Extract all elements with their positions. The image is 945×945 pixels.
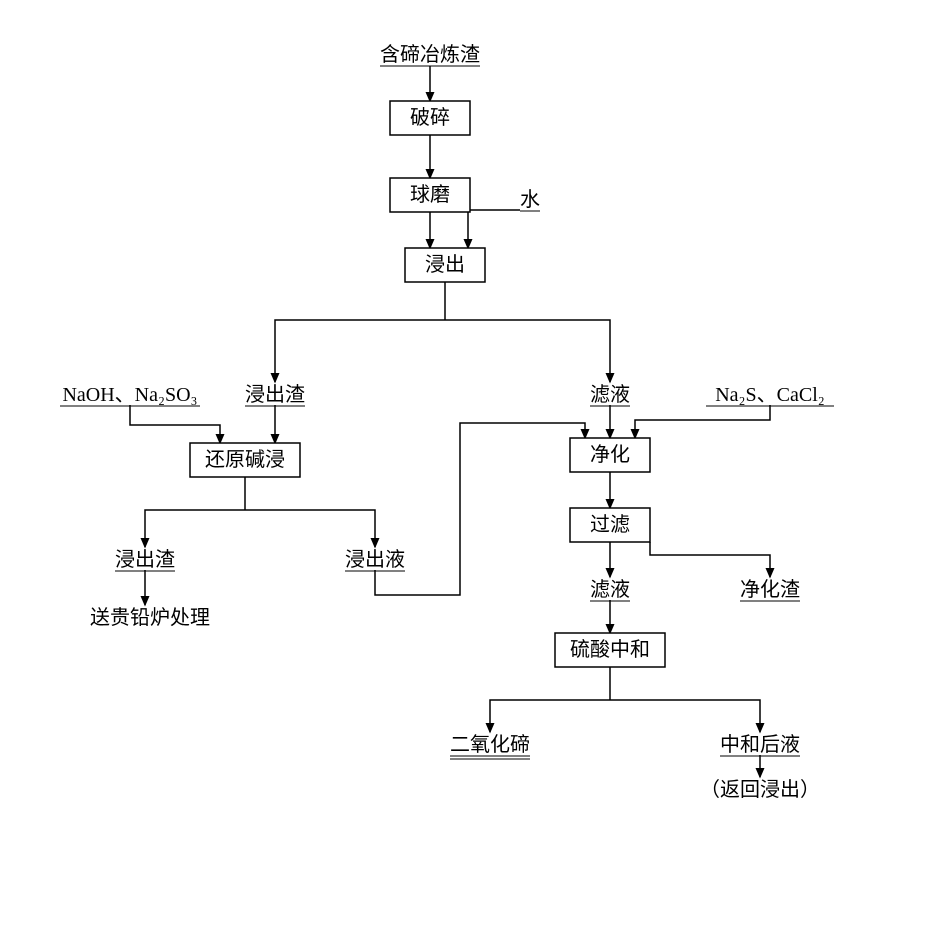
edge-split3-teo2: [490, 700, 610, 732]
edge-split2-leach_res2: [145, 510, 245, 547]
node-group-teo2: 二氧化碲: [450, 733, 530, 759]
node-group-send_pb: 送贵铅炉处理: [90, 606, 210, 629]
edge-filter-pur_residue: [650, 542, 770, 577]
node-neut_liq: 中和后液: [720, 733, 800, 756]
node-group-leach_residue: 浸出渣: [245, 383, 305, 406]
node-purify: 净化: [590, 443, 630, 466]
edge-split1-leach_residue: [275, 320, 445, 382]
node-teo2: 二氧化碲: [450, 733, 530, 756]
node-group-crush: 破碎: [390, 101, 470, 135]
node-group-leach_res2: 浸出渣: [115, 548, 175, 571]
node-group-pur_residue: 净化渣: [740, 578, 800, 601]
edge-split3-neut_liq: [610, 700, 760, 732]
node-group-return: （返回浸出）: [700, 778, 820, 801]
node-group-leach: 浸出: [405, 248, 485, 282]
edge-leach_liq-purify: [375, 423, 585, 595]
flowchart-diagram: 含碲冶炼渣破碎球磨水浸出NaOH、Na₂SO₃浸出渣滤液Na₂S、CaCl₂还原…: [0, 0, 945, 945]
node-group-alk_leach: 还原碱浸: [190, 443, 300, 477]
node-h2so4: 硫酸中和: [570, 638, 650, 661]
edge-naoh-alk_leach: [130, 405, 220, 443]
node-group-na2s: Na₂S、CaCl₂: [706, 384, 834, 406]
node-group-filtrate1: 滤液: [590, 383, 630, 406]
node-start: 含碲冶炼渣: [380, 43, 480, 66]
node-filtrate2: 滤液: [590, 578, 630, 601]
node-group-water: 水: [520, 188, 540, 211]
node-group-h2so4: 硫酸中和: [555, 633, 665, 667]
node-pur_residue: 净化渣: [740, 578, 800, 601]
node-filter: 过滤: [590, 513, 630, 536]
node-na2s: Na₂S、CaCl₂: [715, 384, 825, 406]
node-naoh: NaOH、Na₂SO₃: [62, 384, 197, 406]
edge-water-leach: [468, 210, 520, 248]
node-group-ballmill: 球磨: [390, 178, 470, 212]
node-group-purify: 净化: [570, 438, 650, 472]
node-group-start: 含碲冶炼渣: [380, 43, 480, 66]
node-filtrate1: 滤液: [590, 383, 630, 406]
node-leach: 浸出: [425, 253, 465, 276]
node-group-leach_liq: 浸出液: [345, 548, 405, 571]
edge-na2s-purify: [635, 405, 770, 438]
node-return: （返回浸出）: [700, 778, 820, 801]
node-water: 水: [520, 188, 540, 211]
node-leach_residue: 浸出渣: [245, 383, 305, 406]
node-crush: 破碎: [410, 106, 450, 129]
node-send_pb: 送贵铅炉处理: [90, 606, 210, 629]
edge-split2-leach_liq: [245, 510, 375, 547]
node-ballmill: 球磨: [410, 183, 450, 206]
node-group-filtrate2: 滤液: [590, 578, 630, 601]
node-group-neut_liq: 中和后液: [720, 733, 800, 756]
node-alk_leach: 还原碱浸: [205, 448, 285, 471]
node-group-filter: 过滤: [570, 508, 650, 542]
node-leach_res2: 浸出渣: [115, 548, 175, 571]
node-leach_liq: 浸出液: [345, 548, 405, 571]
edge-split1-filtrate1: [445, 320, 610, 382]
node-group-naoh: NaOH、Na₂SO₃: [60, 384, 200, 406]
